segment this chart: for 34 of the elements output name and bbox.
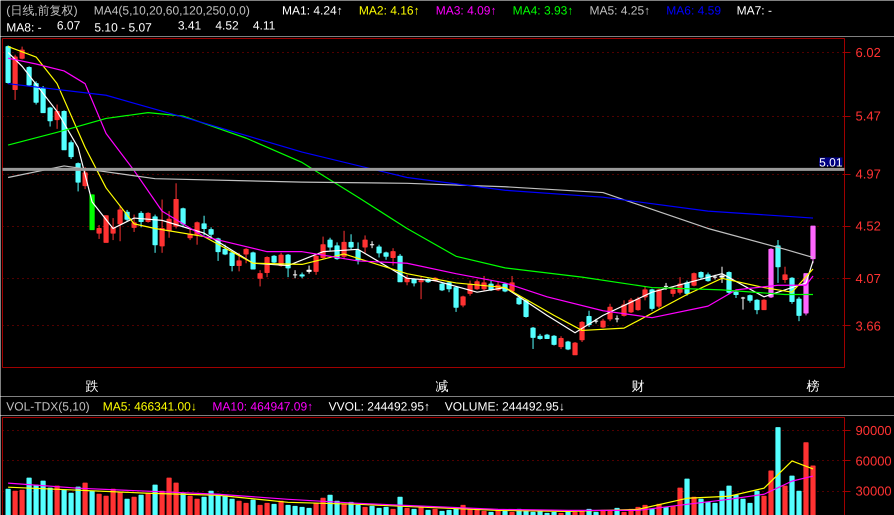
text: 6.07 xyxy=(56,18,81,32)
text: 4.11 xyxy=(252,18,276,32)
chart-subtitle: MA4(5,10,20,60,120,250,0,0) xyxy=(94,4,250,18)
text: VVOL: 244492.95↑ xyxy=(328,400,430,414)
y-tick-label: 5.47 xyxy=(856,108,881,124)
x-tick-label: 减 xyxy=(436,378,449,394)
text: MA10: 464947.09↑ xyxy=(212,400,314,414)
y-tick-label: 3.66 xyxy=(856,318,881,334)
x-tick-label: 财 xyxy=(632,378,645,394)
text: MA3: 4.09↑ xyxy=(436,4,496,18)
text: MA1: 4.24↑ xyxy=(282,4,343,18)
y-tick-label: 6.02 xyxy=(856,44,881,60)
text: MA8: - xyxy=(6,20,42,34)
y-tick-label: 4.97 xyxy=(856,166,881,182)
text: MA7: - xyxy=(736,4,772,18)
x-tick-label: 榜 xyxy=(806,378,820,394)
chart-title: (日线,前复权) xyxy=(6,4,78,18)
text: 5.10 - 5.07 xyxy=(94,20,152,34)
y-tick-label: 30000 xyxy=(856,484,892,499)
text: MA6: 4.59 xyxy=(666,4,722,18)
text: MA2: 4.16↑ xyxy=(358,4,420,18)
text: 4.52 xyxy=(215,18,240,32)
y-tick-label: 4.52 xyxy=(856,218,881,234)
y-tick-label: 4.07 xyxy=(856,270,881,286)
text: MA5: 466341.00↓ xyxy=(102,400,197,414)
text: 3.41 xyxy=(178,18,202,32)
x-tick-label: 跌 xyxy=(86,378,99,394)
ref-line-label: 5.01 xyxy=(819,155,843,170)
text: MA4: 3.93↑ xyxy=(512,4,574,18)
text: VOLUME: 244492.95↓ xyxy=(444,400,565,414)
y-tick-label: 60000 xyxy=(856,453,892,468)
chart-title: VOL-TDX(5,10) xyxy=(6,400,90,414)
text: MA5: 4.25↑ xyxy=(589,4,650,18)
y-tick-label: 90000 xyxy=(856,423,892,438)
